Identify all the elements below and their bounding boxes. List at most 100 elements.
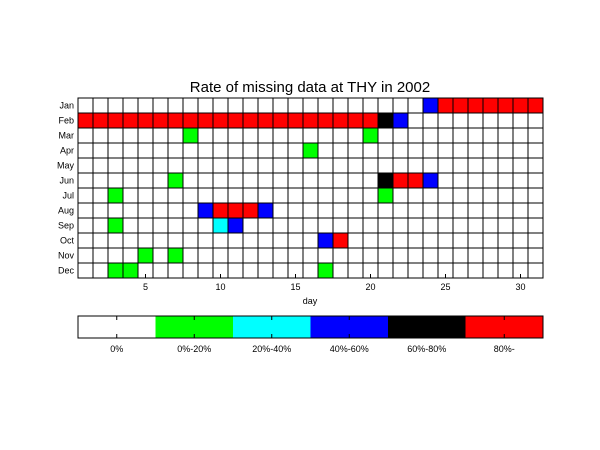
heatmap-cell <box>482 157 499 174</box>
heatmap-cell <box>197 262 214 279</box>
heatmap-cell <box>467 247 484 264</box>
heatmap-cell <box>77 112 94 129</box>
heatmap-cell <box>272 112 289 129</box>
heatmap-cell <box>317 157 334 174</box>
heatmap-cell <box>437 217 454 234</box>
heatmap-cell <box>272 172 289 189</box>
heatmap-cell <box>257 247 274 264</box>
heatmap-cell <box>92 187 109 204</box>
heatmap-cell <box>242 247 259 264</box>
heatmap-cell <box>122 172 139 189</box>
heatmap-cell <box>287 142 304 159</box>
heatmap-cell <box>227 142 244 159</box>
heatmap-cell <box>377 217 394 234</box>
heatmap-cell <box>332 97 349 114</box>
heatmap-cell <box>512 97 529 114</box>
heatmap-cell <box>227 217 244 234</box>
heatmap-cell <box>272 142 289 159</box>
heatmap-cell <box>317 187 334 204</box>
heatmap-cell <box>407 172 424 189</box>
heatmap-cell <box>92 217 109 234</box>
heatmap-cell <box>497 157 514 174</box>
heatmap-cell <box>107 187 124 204</box>
heatmap-cell <box>452 247 469 264</box>
heatmap-cell <box>137 97 154 114</box>
heatmap-cell <box>77 232 94 249</box>
month-labels: Jan Feb Mar Apr May Jun Jul Aug Sep Oct Nov Dec <box>57 101 75 276</box>
heatmap-cell <box>287 112 304 129</box>
heatmap-cell <box>452 202 469 219</box>
heatmap-cell <box>407 262 424 279</box>
x-axis-label: day <box>303 296 318 306</box>
heatmap-cell <box>137 127 154 144</box>
heatmap-cell <box>377 247 394 264</box>
legend-swatch <box>310 316 388 338</box>
heatmap-cell <box>362 232 379 249</box>
heatmap-cell <box>332 187 349 204</box>
heatmap-cell <box>392 217 409 234</box>
heatmap-cell <box>362 187 379 204</box>
heatmap-cell <box>467 262 484 279</box>
heatmap-cell <box>392 157 409 174</box>
heatmap-cell <box>242 232 259 249</box>
legend-label: 80%- <box>494 344 515 354</box>
heatmap-cell <box>437 112 454 129</box>
heatmap-cell <box>197 187 214 204</box>
heatmap-cell <box>422 262 439 279</box>
heatmap-cell <box>167 97 184 114</box>
heatmap-cell <box>437 157 454 174</box>
heatmap-cell <box>107 247 124 264</box>
heatmap-cell <box>182 232 199 249</box>
heatmap-cell <box>287 187 304 204</box>
heatmap-cell <box>212 97 229 114</box>
heatmap-cell <box>287 97 304 114</box>
heatmap-cell <box>152 112 169 129</box>
heatmap-cell <box>257 187 274 204</box>
heatmap-cell <box>92 202 109 219</box>
heatmap-cell <box>407 127 424 144</box>
heatmap-cell <box>377 232 394 249</box>
heatmap-cell <box>362 157 379 174</box>
heatmap-cell <box>512 142 529 159</box>
heatmap-cell <box>257 232 274 249</box>
heatmap-cell <box>512 157 529 174</box>
heatmap-cell <box>227 202 244 219</box>
heatmap-cell <box>512 127 529 144</box>
heatmap-cell <box>362 97 379 114</box>
heatmap-cell <box>272 262 289 279</box>
heatmap-cell <box>347 157 364 174</box>
heatmap-cell <box>152 157 169 174</box>
heatmap-cell <box>107 172 124 189</box>
heatmap-cell <box>467 232 484 249</box>
heatmap-cell <box>152 187 169 204</box>
heatmap-cell <box>347 202 364 219</box>
heatmap-cell <box>167 262 184 279</box>
heatmap-cell <box>347 187 364 204</box>
heatmap-cell <box>287 232 304 249</box>
heatmap-cell <box>92 142 109 159</box>
heatmap-cell <box>332 172 349 189</box>
heatmap-cell <box>347 232 364 249</box>
heatmap-cell <box>347 172 364 189</box>
heatmap-cell <box>527 262 544 279</box>
heatmap-cell <box>527 172 544 189</box>
heatmap-cell <box>452 127 469 144</box>
heatmap-cell <box>137 187 154 204</box>
heatmap-cell <box>332 157 349 174</box>
heatmap-cell <box>422 187 439 204</box>
heatmap-cell <box>422 172 439 189</box>
heatmap-cell <box>122 217 139 234</box>
heatmap-cell <box>182 262 199 279</box>
heatmap-cell <box>377 187 394 204</box>
heatmap-cell <box>482 172 499 189</box>
heatmap-cell <box>497 187 514 204</box>
heatmap-cell <box>512 232 529 249</box>
heatmap-cell <box>137 247 154 264</box>
heatmap-cell <box>107 232 124 249</box>
heatmap-cell <box>107 112 124 129</box>
heatmap-cell <box>257 157 274 174</box>
legend-swatch <box>388 316 466 338</box>
legend-label: 40%-60% <box>330 344 369 354</box>
heatmap-cell <box>497 172 514 189</box>
heatmap-cell <box>167 247 184 264</box>
